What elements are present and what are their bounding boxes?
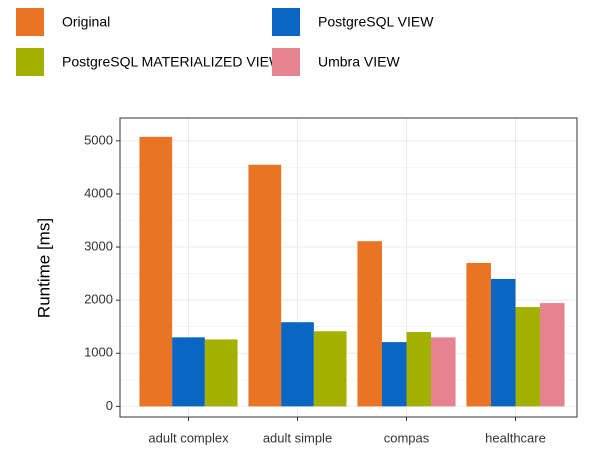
bar — [381, 342, 407, 407]
x-tick-label: compas — [384, 430, 430, 445]
bar — [357, 241, 382, 407]
y-tick-label: 5000 — [84, 132, 113, 147]
bar — [139, 136, 173, 407]
legend-label: Original — [62, 14, 110, 30]
x-tick-label: adult simple — [263, 430, 332, 445]
bar — [281, 322, 314, 407]
legend-swatch — [272, 8, 300, 36]
bar — [313, 331, 347, 407]
plot-border — [119, 117, 578, 418]
bar — [431, 337, 456, 407]
bar — [406, 332, 432, 407]
legend-label: PostgreSQL MATERIALIZED VIEW — [62, 54, 283, 70]
legend-label: PostgreSQL VIEW — [318, 14, 434, 30]
bar — [515, 307, 541, 407]
y-axis-title: Runtime [ms] — [34, 218, 53, 318]
y-tick-label: 4000 — [84, 185, 113, 200]
bar — [172, 337, 205, 407]
legend-swatch — [272, 48, 300, 76]
x-tick-label: healthcare — [485, 430, 546, 445]
x-tick-label: adult complex — [148, 430, 229, 445]
bar — [540, 303, 565, 407]
bar — [248, 164, 282, 407]
y-tick-label: 0 — [106, 398, 113, 413]
bar — [490, 278, 516, 407]
legend-swatch — [16, 48, 44, 76]
y-tick-label: 3000 — [84, 238, 113, 253]
bar — [466, 262, 491, 407]
y-tick-label: 2000 — [84, 292, 113, 307]
y-tick-label: 1000 — [84, 345, 113, 360]
bar — [204, 339, 238, 407]
legend-label: Umbra VIEW — [318, 54, 400, 70]
legend-swatch — [16, 8, 44, 36]
